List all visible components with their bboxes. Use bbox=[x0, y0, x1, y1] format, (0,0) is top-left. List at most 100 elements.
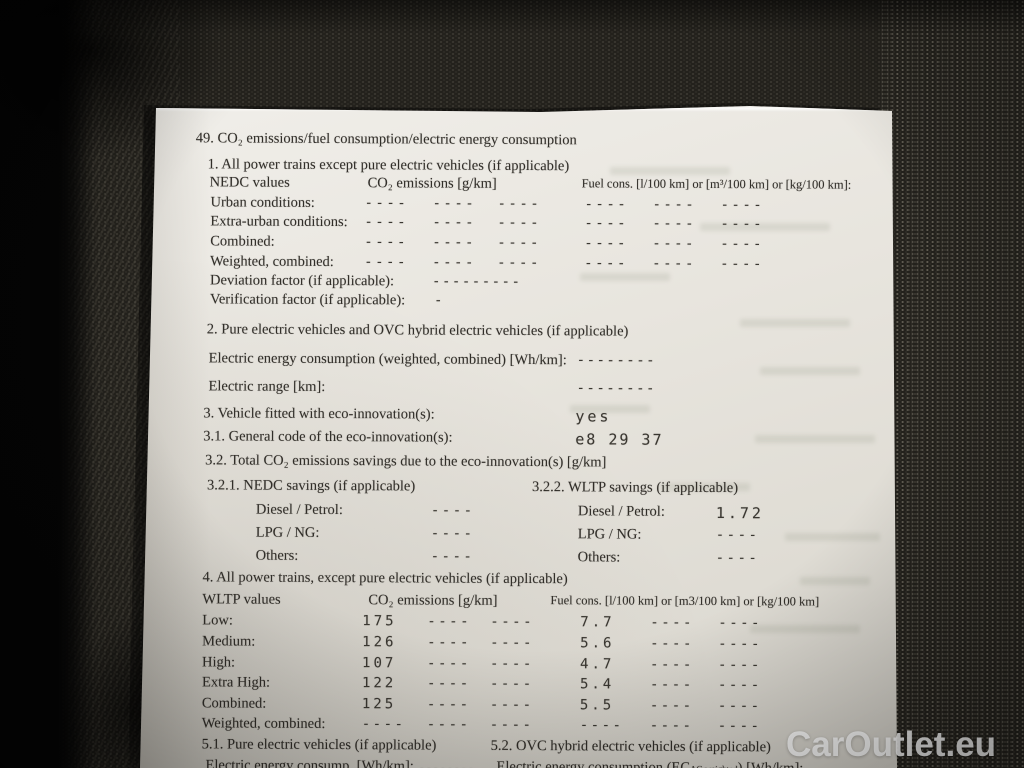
fuel-value: ---- bbox=[720, 236, 765, 253]
wltp-values-header: WLTP values bbox=[202, 591, 281, 608]
co2-value: ---- bbox=[432, 195, 477, 212]
row-label: Extra-urban conditions: bbox=[210, 213, 348, 231]
fuel-value: ---- bbox=[650, 656, 694, 673]
fuel-value: ---- bbox=[652, 196, 697, 213]
heading-text: 49. CO₂ emissions/fuel consumption/elect… bbox=[195, 130, 577, 149]
deviation-value: --------- bbox=[432, 273, 522, 290]
certificate-paper: 49. CO₂ emissions/fuel consumption/elect… bbox=[140, 106, 897, 768]
wltp-savings-value: ---- bbox=[715, 550, 760, 567]
section-2-title: 2. Pure electric vehicles and OVC hybrid… bbox=[140, 321, 897, 345]
savings-title-row: 3.2. Total CO₂ emissions savings due to … bbox=[140, 452, 896, 476]
section-1-title-text: 1. All power trains except pure electric… bbox=[207, 156, 570, 175]
row-label: Deviation factor (if applicable): bbox=[210, 272, 395, 290]
wltp-savings-title: 3.2.2. WLTP savings (if applicable) bbox=[531, 479, 739, 497]
co2-value: ---- bbox=[489, 675, 534, 693]
fuel-value: ---- bbox=[652, 255, 696, 272]
co2-value: ---- bbox=[426, 696, 471, 713]
table-row: Low: 175 ---- ---- 7.7 ---- ---- bbox=[140, 612, 895, 636]
fuel-value: ---- bbox=[579, 717, 624, 734]
wltp-savings-value: 1.72 bbox=[715, 504, 765, 523]
co2-value: ---- bbox=[489, 716, 534, 734]
row-label: LPG / NG: bbox=[577, 526, 642, 543]
fuel-value: 5.4 bbox=[579, 676, 615, 693]
co2-value: ---- bbox=[497, 234, 542, 252]
fuel-value: 5.6 bbox=[580, 635, 615, 652]
table-row: Weighted, combined: ---- ---- ---- ---- … bbox=[140, 715, 895, 739]
bleed-through-mark bbox=[740, 319, 850, 327]
bleed-through-mark bbox=[750, 625, 860, 633]
co2-value: ---- bbox=[490, 613, 535, 631]
eco-innovation-value: yes bbox=[575, 407, 612, 426]
co2-value: 125 bbox=[361, 696, 397, 713]
co2-value: 126 bbox=[362, 634, 397, 651]
table-row: Extra High: 122 ---- ---- 5.4 ---- ---- bbox=[140, 674, 895, 698]
co2-value: ---- bbox=[427, 613, 472, 630]
bleed-through-mark bbox=[755, 435, 875, 443]
range-value: -------- bbox=[576, 380, 657, 397]
row-label: Verification factor (if applicable): bbox=[209, 291, 406, 309]
row-label: Electric energy consumption (weighted, c… bbox=[208, 350, 567, 369]
fuel-value: ---- bbox=[718, 636, 762, 653]
fuel-value: ---- bbox=[584, 196, 629, 213]
top-shadow bbox=[0, 0, 1024, 34]
fuel-value: ---- bbox=[649, 717, 694, 734]
table-row: Medium: 126 ---- ---- 5.6 ---- ---- bbox=[140, 633, 895, 657]
fuel-value: ---- bbox=[650, 635, 694, 652]
nedc-savings-title: 3.2.1. NEDC savings (if applicable) bbox=[206, 477, 416, 495]
co2-value: 107 bbox=[362, 655, 397, 672]
section-2-title-text: 2. Pure electric vehicles and OVC hybrid… bbox=[206, 321, 629, 340]
row-label: LPG / NG: bbox=[255, 524, 320, 541]
seat-fabric-dots bbox=[880, 0, 1024, 768]
co2-value: 175 bbox=[362, 613, 397, 630]
fuel-value: ---- bbox=[717, 718, 762, 735]
nedc-values-header: NEDC values bbox=[209, 174, 290, 191]
co2-value: ---- bbox=[432, 254, 476, 271]
row-label: Others: bbox=[577, 549, 621, 566]
fuel-value: ---- bbox=[720, 256, 764, 273]
savings-subtitles-row: 3.2.1. NEDC savings (if applicable) 3.2.… bbox=[140, 477, 896, 501]
nedc-savings-value: ---- bbox=[430, 548, 475, 565]
bleed-through-mark bbox=[700, 223, 830, 231]
savings-row: Diesel / Petrol: ---- Diesel / Petrol: 1… bbox=[140, 501, 896, 525]
row-label: Extra High: bbox=[201, 674, 271, 691]
eco-code-value: e8 29 37 bbox=[575, 430, 664, 449]
row-label: Electric range [km]: bbox=[208, 378, 326, 395]
row-label: Medium: bbox=[202, 633, 256, 650]
fuel-value: ---- bbox=[584, 235, 629, 252]
co2-value: ---- bbox=[432, 214, 477, 231]
document-content: 49. CO₂ emissions/fuel consumption/elect… bbox=[140, 106, 897, 768]
co2-emissions-header: CO₂ emissions [g/km] bbox=[367, 175, 497, 192]
bleed-through-mark bbox=[610, 167, 730, 175]
electric-consumption-row: Electric energy consumption (weighted, c… bbox=[140, 350, 897, 374]
paper-shading bbox=[140, 106, 897, 768]
electric-range-row: Electric range [km]: -------- bbox=[140, 378, 897, 402]
fuel-value: ---- bbox=[720, 197, 765, 214]
nedc-savings-value: ---- bbox=[430, 525, 475, 542]
bleed-through-mark bbox=[785, 533, 880, 541]
verification-factor-row: Verification factor (if applicable): - bbox=[140, 291, 897, 315]
row-label: 3. Vehicle fitted with eco-innovation(s)… bbox=[203, 405, 435, 423]
co2-emissions-header: CO₂ emissions [g/km] bbox=[368, 592, 498, 609]
row-label: 3.1. General code of the eco-innovation(… bbox=[203, 428, 453, 446]
co2-value: ---- bbox=[490, 634, 534, 652]
co2-value: ---- bbox=[364, 195, 409, 212]
eco-code-row: 3.1. General code of the eco-innovation(… bbox=[140, 428, 896, 452]
row-label: Low: bbox=[202, 612, 233, 629]
consumption-value: -------- bbox=[576, 352, 657, 369]
row-label-composite: Electric energy consumption (ECAC weight… bbox=[496, 759, 803, 768]
row-label: Diesel / Petrol: bbox=[577, 503, 665, 520]
nedc-savings-value: ---- bbox=[430, 502, 475, 519]
wltp-savings-value: ---- bbox=[715, 527, 760, 544]
fuel-value: 4.7 bbox=[580, 656, 615, 673]
co2-value: ---- bbox=[497, 254, 541, 272]
verification-value: - bbox=[433, 292, 445, 309]
savings-row: Others: ---- Others: ---- bbox=[140, 547, 896, 571]
co2-value: ---- bbox=[361, 716, 406, 733]
co2-value: ---- bbox=[364, 214, 409, 231]
co2-value: ---- bbox=[364, 234, 409, 251]
fuel-value: ---- bbox=[718, 657, 762, 674]
fuel-cons-header: Fuel cons. [l/100 km] or [m³/100 km] or … bbox=[581, 176, 852, 192]
bleed-through-mark bbox=[660, 483, 750, 491]
co2-value: ---- bbox=[427, 634, 471, 651]
